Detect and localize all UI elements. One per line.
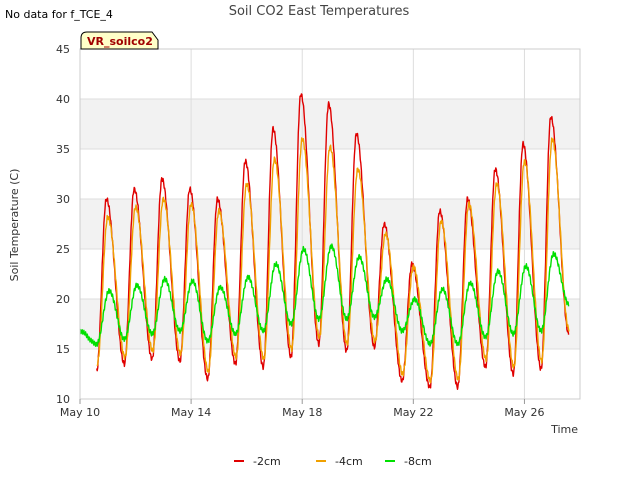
series-line-2cm — [96, 93, 570, 390]
y-tick-label: 20 — [56, 293, 70, 306]
axes: 10 15 20 25 30 35 40 45 May 10 May 14 May 18 May 22… — [56, 43, 581, 419]
badge-label: VR_soilco2 — [87, 35, 153, 48]
series-lines — [79, 93, 570, 390]
x-tick-label: May 18 — [282, 406, 322, 419]
x-tick-label: May 14 — [171, 406, 211, 419]
y-axis-title: Soil Temperature (C) — [8, 169, 21, 282]
legend-label: -4cm — [335, 455, 363, 468]
y-tick-label: 45 — [56, 43, 70, 56]
series-line-8cm — [79, 243, 570, 347]
plot-border — [79, 48, 581, 400]
y-tick-label: 35 — [56, 143, 70, 156]
x-tick-label: May 26 — [504, 406, 544, 419]
x-tick-label: May 10 — [60, 406, 100, 419]
y-tick-label: 15 — [56, 343, 70, 356]
legend: -2cm -4cm -8cm — [234, 455, 432, 468]
x-axis-title: Time — [550, 423, 578, 436]
band — [80, 299, 580, 349]
no-data-note: No data for f_TCE_4 — [5, 8, 113, 21]
x-tick-label: May 22 — [393, 406, 433, 419]
badge: VR_soilco2 — [80, 31, 159, 50]
y-tick-label: 40 — [56, 93, 70, 106]
y-tick-label: 25 — [56, 243, 70, 256]
y-tick-label: 10 — [56, 393, 70, 406]
legend-label: -2cm — [253, 455, 281, 468]
band — [80, 199, 580, 249]
legend-label: -8cm — [404, 455, 432, 468]
y-tick-label: 30 — [56, 193, 70, 206]
chart-title: Soil CO2 East Temperatures — [229, 4, 410, 19]
plot-background — [80, 49, 580, 399]
